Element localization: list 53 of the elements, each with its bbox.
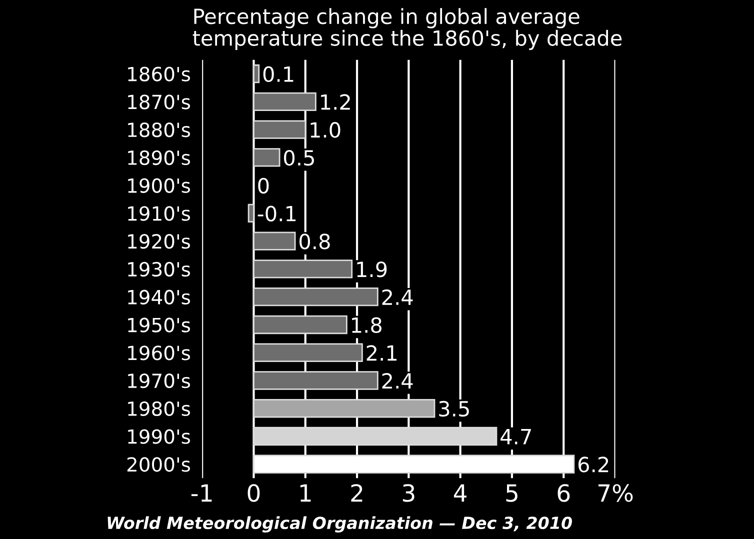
data-label: 0 [258, 178, 269, 194]
data-label: 2.4 [382, 373, 413, 388]
x-tick-label: 5 [506, 484, 518, 502]
data-label: 0.5 [284, 150, 314, 166]
data-label: 4.7 [500, 429, 531, 444]
bar [253, 371, 378, 390]
y-tick-label: 1890's [128, 150, 190, 166]
y-tick-label: 1870's [128, 94, 190, 110]
x-tick-label: 3 [402, 484, 414, 502]
x-tick-label: 1 [300, 484, 311, 502]
y-tick-label: 1910's [128, 206, 190, 221]
data-label: 1.2 [321, 94, 350, 110]
data-label: 2.1 [366, 345, 396, 361]
x-tick-label: 7% [598, 484, 633, 502]
x-tick-label: 4 [454, 484, 467, 502]
y-tick-label: 1930's [128, 262, 190, 277]
bar [248, 204, 254, 223]
data-label: -0.1 [258, 206, 296, 222]
y-tick-label: 2000's [127, 457, 190, 472]
y-tick-label: 1860's [128, 66, 190, 82]
data-label: 1.8 [352, 317, 382, 334]
y-tick-label: 1950's [128, 318, 190, 332]
chart-title: Percentage change in global average temperature since the 1860's, by decade [192, 8, 622, 50]
data-label: 6.2 [578, 456, 608, 472]
data-label: 0.1 [263, 66, 294, 82]
bar [253, 399, 436, 418]
data-label: 0.8 [300, 234, 330, 250]
text: World Meteorological Organization — Dec 3, 2010 [108, 516, 572, 533]
data-label: 2.4 [382, 289, 413, 305]
bar [253, 64, 260, 84]
bar [253, 148, 280, 167]
y-tick-label: 1920's [128, 234, 190, 249]
bar [253, 343, 363, 362]
y-tick-label: 1880's [128, 122, 190, 138]
y-tick-label: 1980's [128, 401, 190, 416]
bar [253, 426, 498, 446]
y-tick-label: 1900's [128, 178, 190, 193]
y-tick-label: 1990's [128, 429, 190, 444]
data-label: 1.9 [357, 261, 387, 278]
data-label: 1.0 [310, 122, 340, 138]
x-tick-label: 2 [351, 484, 362, 502]
data-label: 3.5 [439, 400, 469, 417]
y-tick-label: 1940's [128, 290, 190, 305]
bar [253, 232, 296, 250]
bar [253, 92, 316, 111]
x-tick-label: 6 [558, 484, 570, 502]
bar [253, 260, 353, 278]
x-tick-label: -1 [191, 484, 212, 502]
x-tick-label: 0 [248, 484, 260, 502]
bar [253, 288, 378, 306]
bar [253, 315, 348, 334]
y-tick-label: 1970's [128, 373, 190, 388]
y-tick-label: 1960's [128, 346, 190, 360]
